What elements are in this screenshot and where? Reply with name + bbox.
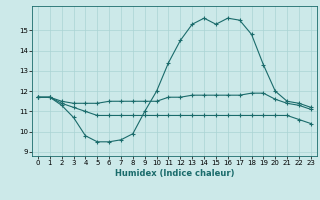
- X-axis label: Humidex (Indice chaleur): Humidex (Indice chaleur): [115, 169, 234, 178]
